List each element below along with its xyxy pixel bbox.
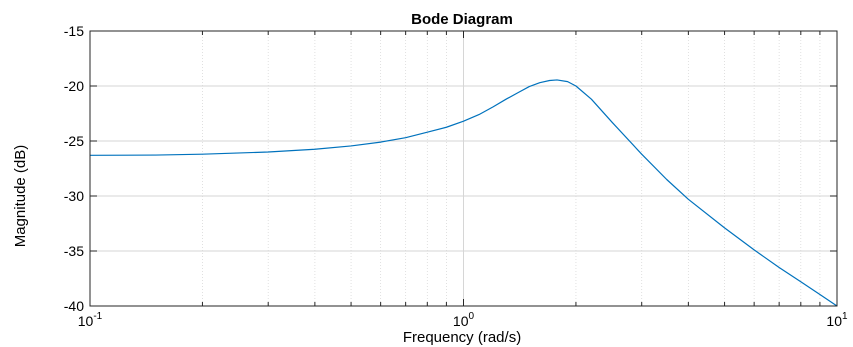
data-point [268, 151, 269, 152]
x-tick-labels: 10-1 100 101 [78, 311, 848, 329]
y-tick-label: -25 [64, 133, 84, 149]
plot-area [89, 30, 838, 307]
data-point [505, 99, 506, 100]
x-axis-label: Frequency (rad/s) [403, 329, 521, 346]
data-point [800, 281, 801, 282]
data-point [478, 114, 479, 115]
x-tick-label: 101 [826, 311, 848, 329]
data-point [380, 142, 381, 143]
data-point [819, 294, 820, 295]
data-point [492, 106, 493, 107]
data-point [612, 122, 613, 123]
data-point [556, 79, 557, 80]
chart-title: Bode Diagram [411, 11, 513, 28]
data-point [314, 149, 315, 150]
data-point [529, 86, 530, 87]
data-point [202, 154, 203, 155]
data-point [549, 80, 550, 81]
data-point [350, 145, 351, 146]
y-tick-label: -35 [64, 243, 84, 259]
series-layer [89, 79, 838, 307]
data-point [666, 179, 667, 180]
data-point [539, 82, 540, 83]
y-tick-label: -30 [64, 188, 84, 204]
y-tick-label: -15 [64, 23, 84, 39]
data-point [641, 154, 642, 155]
y-tick-label: -40 [64, 298, 84, 314]
y-tick-labels: -15 -20 -25 -30 -35 -40 [64, 23, 84, 314]
data-point [591, 99, 592, 100]
data-point [463, 121, 464, 122]
data-point [575, 85, 576, 86]
y-tick-label: -20 [64, 78, 84, 94]
data-point [688, 199, 689, 200]
data-point [446, 127, 447, 128]
data-point [405, 137, 406, 138]
data-point [779, 267, 780, 268]
data-point [754, 249, 755, 250]
x-tick-label: 100 [453, 311, 475, 329]
ticks [89, 30, 838, 307]
data-point [567, 81, 568, 82]
data-point [155, 154, 156, 155]
y-axis-label: Magnitude (dB) [12, 145, 29, 248]
x-tick-label: 10-1 [78, 311, 103, 329]
data-point [724, 227, 725, 228]
data-point [517, 92, 518, 93]
grid [90, 31, 837, 306]
data-point [427, 132, 428, 133]
magnitude-line [89, 79, 838, 307]
